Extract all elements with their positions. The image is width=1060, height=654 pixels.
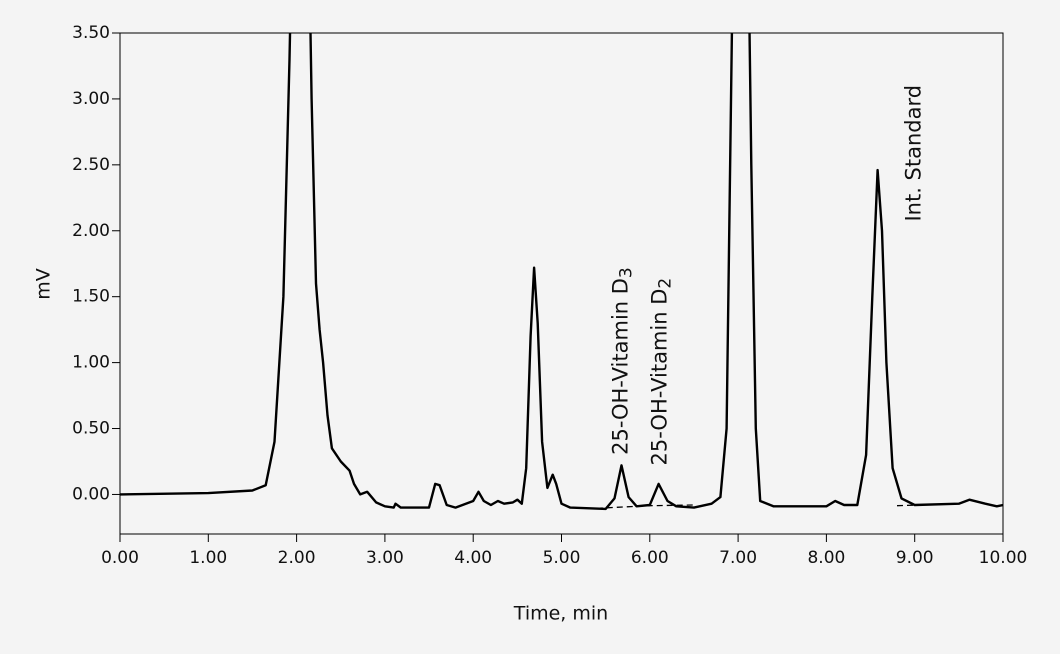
y-axis-label: mV — [33, 268, 55, 300]
baseline — [596, 503, 942, 509]
x-tick-label: 4.00 — [454, 548, 492, 568]
annotation-subscript: 3 — [617, 267, 637, 278]
annotation: Int. Standard — [902, 85, 926, 222]
y-tick-label: 2.00 — [72, 221, 110, 241]
y-tick-label: 0.50 — [72, 419, 110, 439]
y-tick-label: 2.50 — [72, 155, 110, 175]
annotation: 25-OH-Vitamin D2 — [647, 278, 675, 466]
y-tick-label: 1.50 — [72, 287, 110, 307]
y-tick-label: 1.00 — [72, 353, 110, 373]
y-tick-label: 0.00 — [72, 484, 110, 504]
x-tick-label: 7.00 — [719, 548, 757, 568]
x-tick-label: 8.00 — [807, 548, 845, 568]
x-tick-label: 9.00 — [896, 548, 934, 568]
plot-frame — [119, 32, 1004, 535]
annotation-text: Int. Standard — [902, 85, 926, 222]
y-tick-label: 3.00 — [72, 89, 110, 109]
x-tick-label: 3.00 — [366, 548, 404, 568]
x-tick-label: 2.00 — [278, 548, 316, 568]
x-tick-label: 0.00 — [101, 548, 139, 568]
annotation-subscript: 2 — [655, 278, 675, 289]
x-tick-label: 10.00 — [979, 548, 1028, 568]
annotation-text: 25-OH-Vitamin D — [647, 289, 671, 466]
x-tick-label: 1.00 — [189, 548, 227, 568]
x-axis-label: Time, min — [513, 603, 608, 625]
annotation: 25-OH-Vitamin D3 — [609, 267, 637, 455]
trace — [120, 33, 1003, 511]
x-tick-label: 5.00 — [543, 548, 581, 568]
x-tick-label: 6.00 — [631, 548, 669, 568]
annotation-text: 25-OH-Vitamin D — [609, 278, 633, 455]
y-tick-label: 3.50 — [72, 23, 110, 43]
